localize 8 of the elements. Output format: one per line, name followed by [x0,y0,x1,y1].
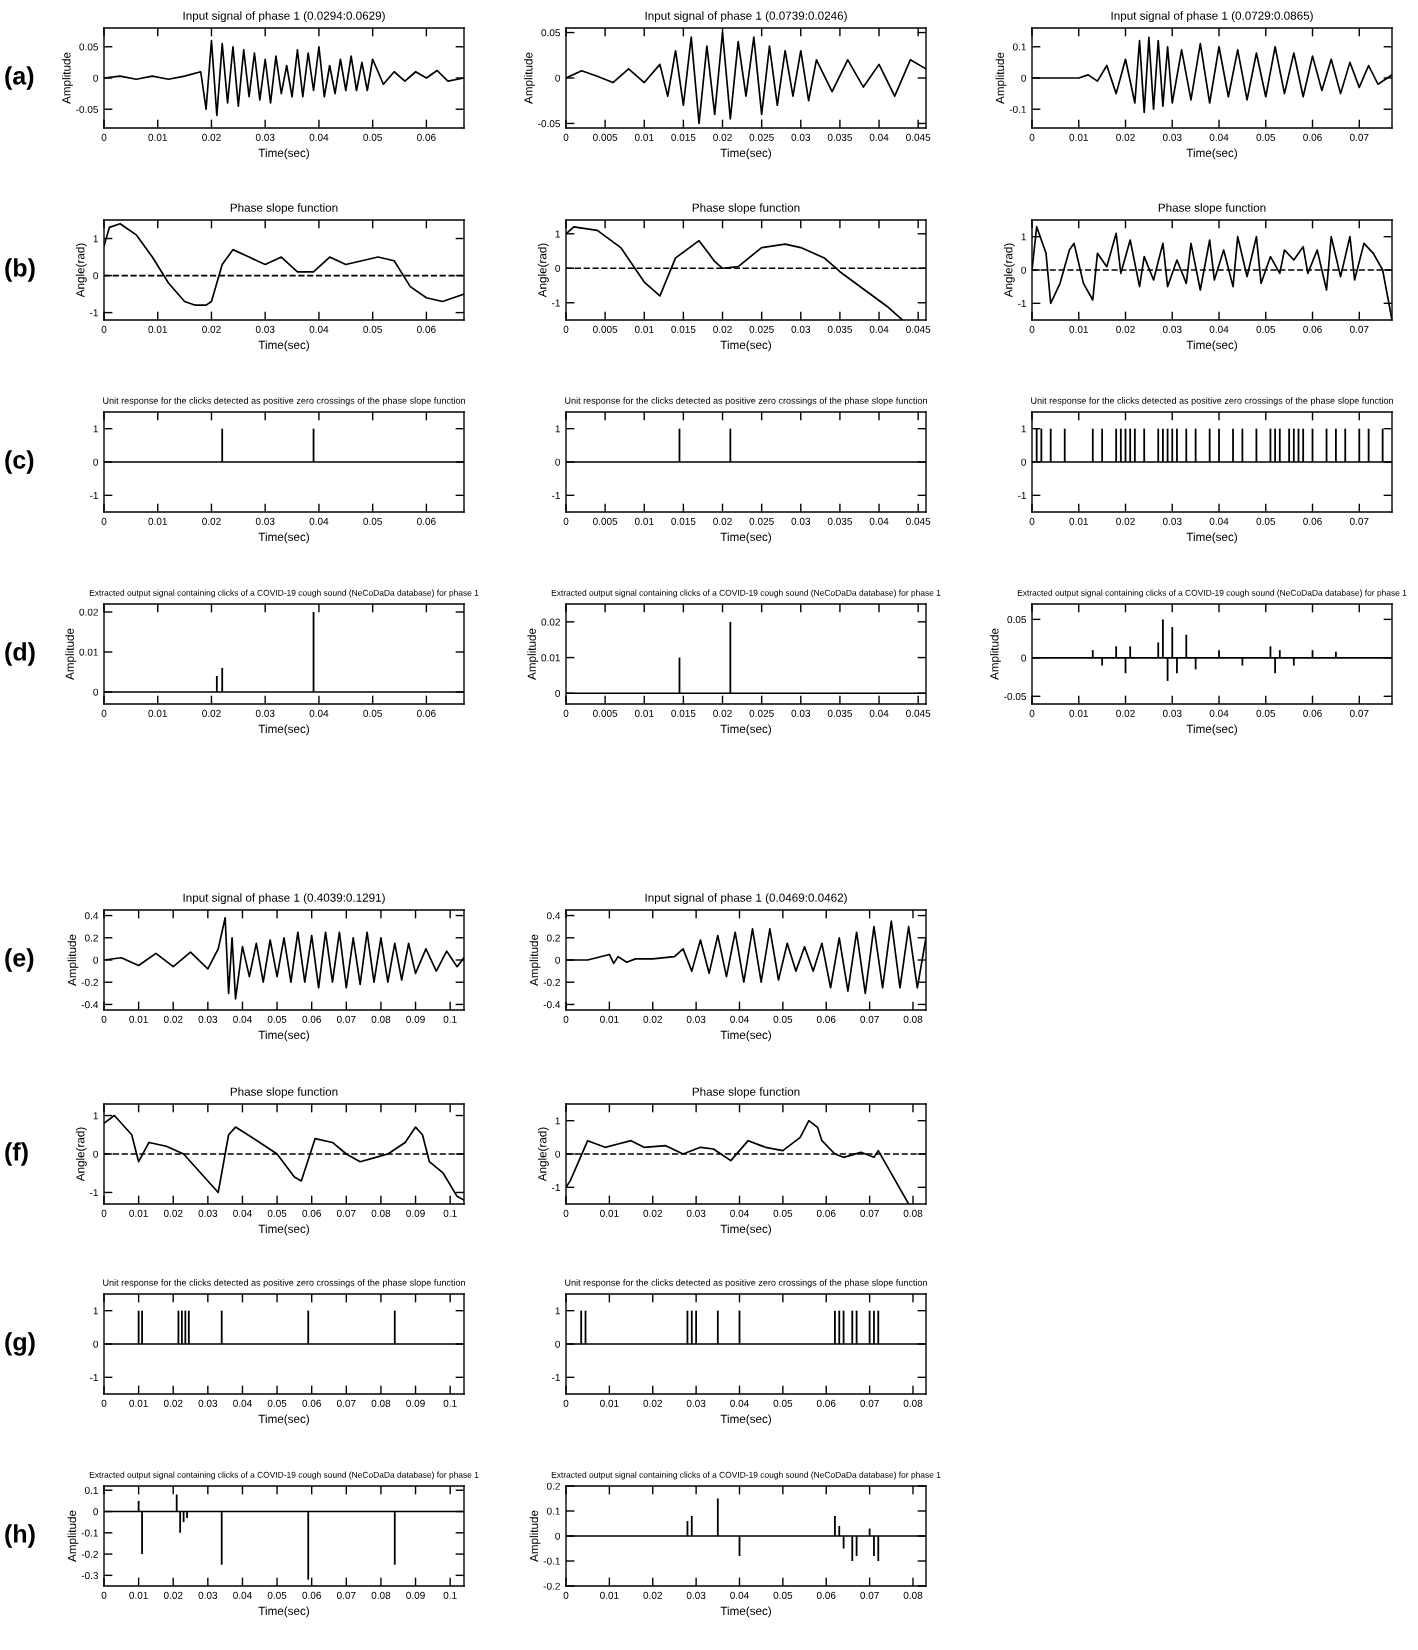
text: (e) [5,948,34,972]
text: (h) [5,1524,35,1548]
text: (b) [5,258,35,282]
text: (f) [5,1142,28,1166]
text: (c) [5,450,34,474]
text: (a) [5,66,34,90]
text: (d) [5,642,35,666]
text: (g) [5,1332,35,1356]
